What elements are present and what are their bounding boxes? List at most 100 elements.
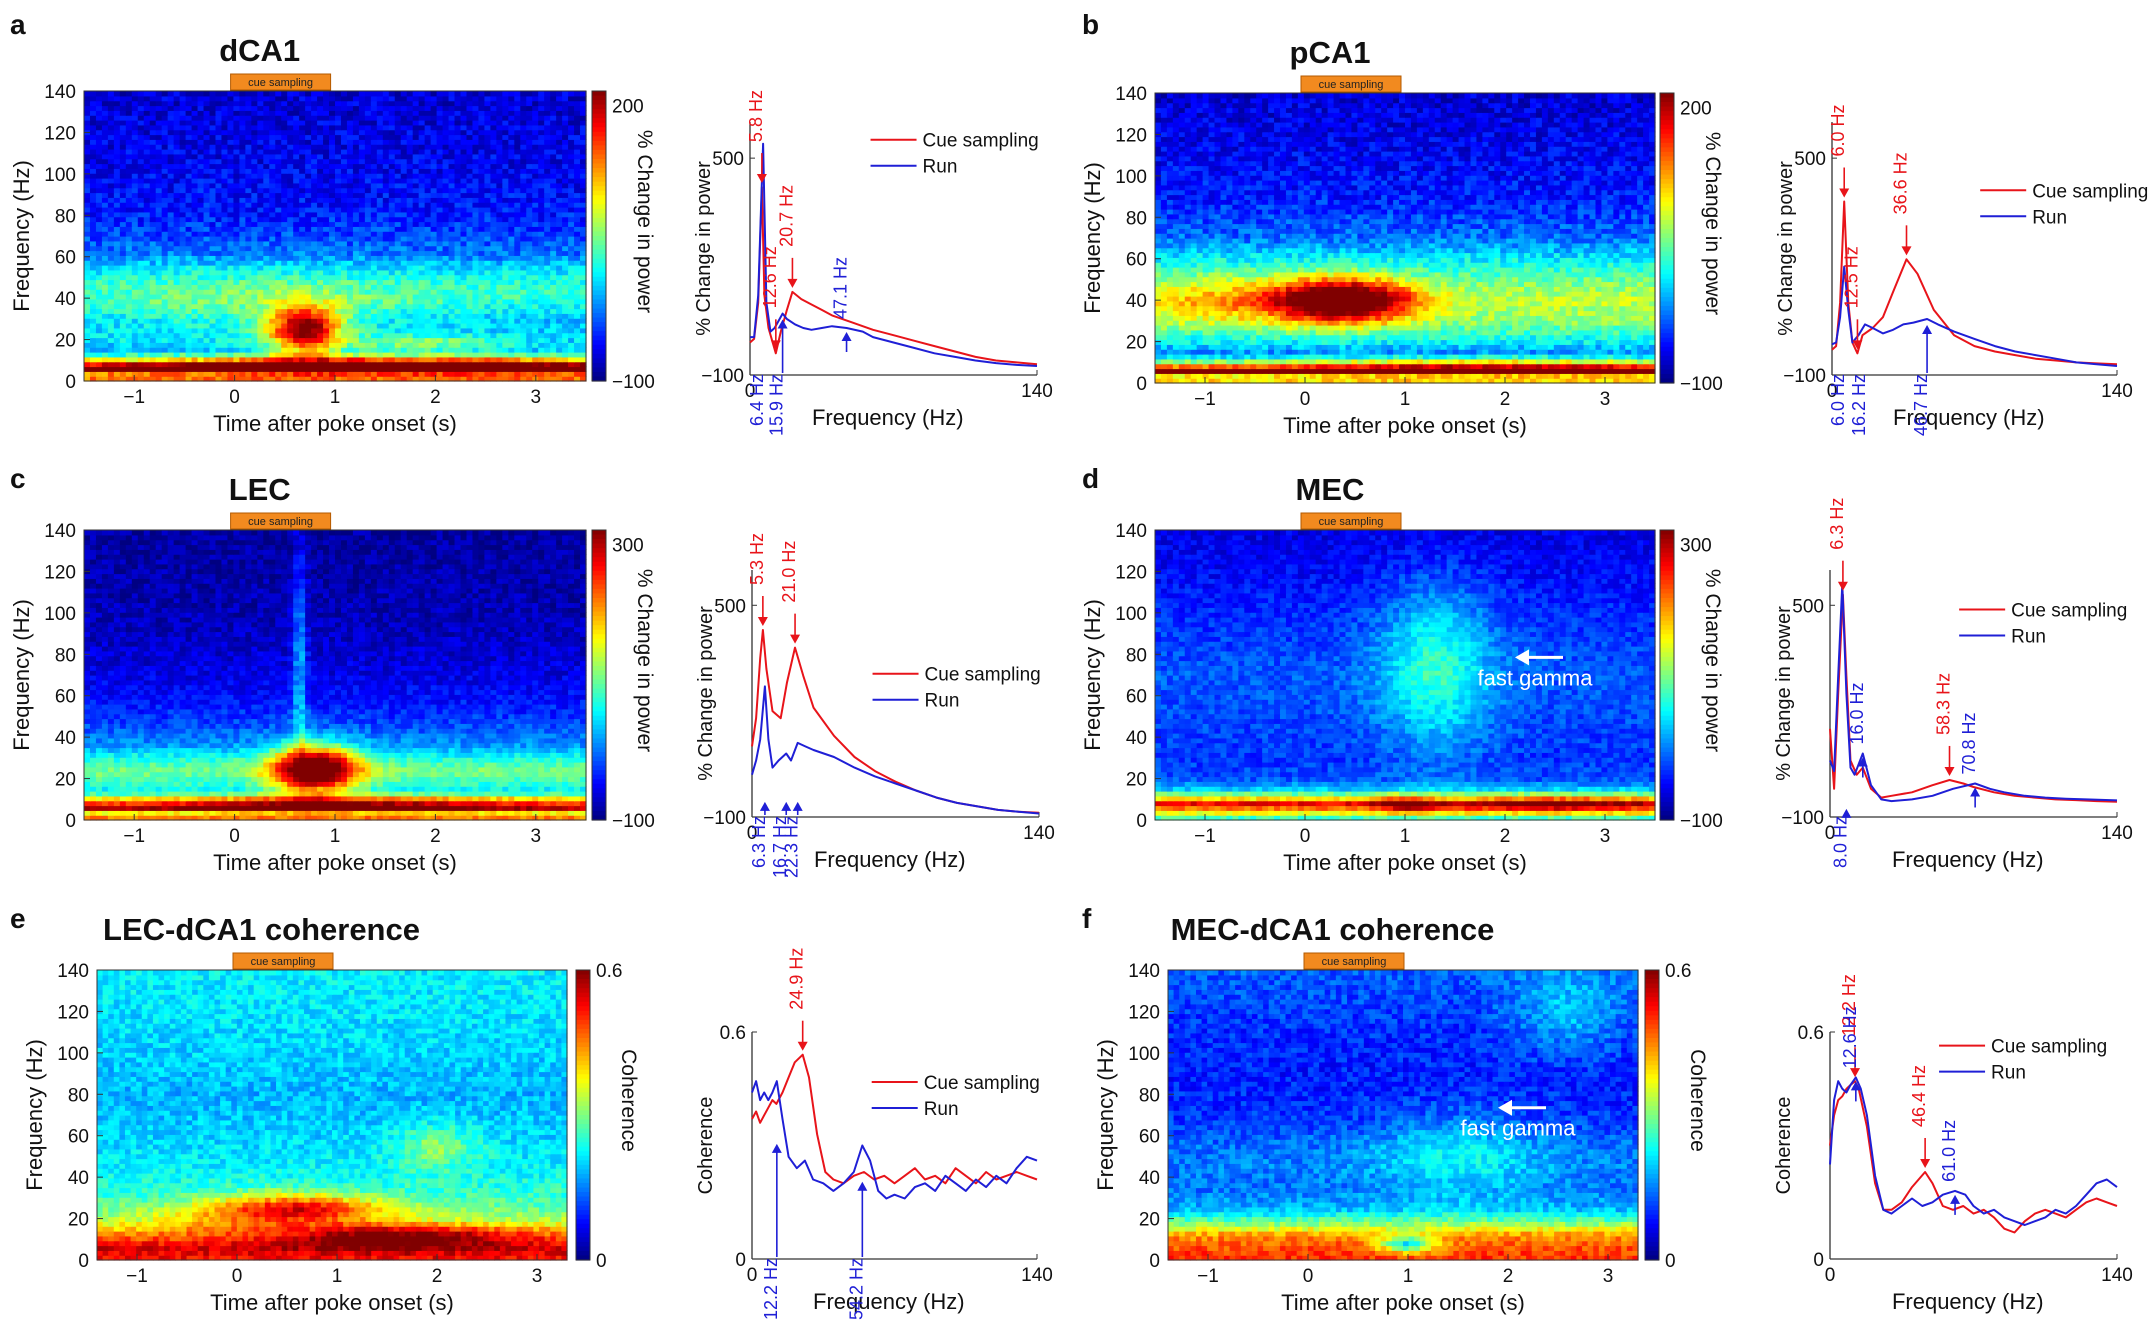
x-tick-label: 2	[430, 826, 441, 847]
colorbar: 200 −100 % Change in power	[591, 90, 656, 393]
y-tick-label: 140	[1115, 521, 1147, 542]
colorbar-label: % Change in power	[1701, 132, 1724, 315]
colorbar-tick-label: −100	[1680, 811, 1723, 832]
y-axis-label: Coherence	[1773, 1097, 1795, 1195]
x-tick-label: 1	[332, 1266, 343, 1287]
panel-letter: b	[1082, 9, 1099, 40]
colorbar-tick-label: 0	[596, 1251, 607, 1272]
y-tick-label: 20	[1139, 1210, 1160, 1231]
panel-letter: a	[10, 9, 26, 40]
x-axis-label: Frequency (Hz)	[1892, 1289, 2044, 1314]
y-tick-label: 0	[1149, 1251, 1160, 1272]
panel-letter: c	[10, 463, 26, 494]
y-tick-label: 120	[1128, 1002, 1160, 1023]
y-axis-label: Frequency (Hz)	[1093, 1039, 1118, 1191]
x-tick-label: 3	[1600, 389, 1611, 410]
peak-label: 22.3 Hz	[782, 816, 802, 878]
peak-label: 36.6 Hz	[1891, 152, 1911, 214]
peak-label: 47.1 Hz	[831, 257, 851, 319]
peak-label: 12.6 Hz	[760, 246, 780, 308]
colorbar-tick-label: −100	[1680, 374, 1723, 395]
y-axis-label: Frequency (Hz)	[22, 1039, 47, 1191]
x-tick-label: −1	[1194, 389, 1216, 410]
y-axis-label: Frequency (Hz)	[9, 160, 34, 312]
y-tick-label: 20	[68, 1210, 89, 1231]
y-tick-label: 60	[68, 1127, 89, 1148]
x-tick-label: 3	[531, 387, 542, 408]
peak-arrowhead	[777, 319, 788, 329]
cue-sampling-badge-label: cue sampling	[1322, 956, 1387, 968]
series-cue-sampling-line	[751, 629, 1040, 814]
x-tick-label: −1	[126, 1266, 148, 1287]
x-tick-label: 140	[1023, 823, 1055, 844]
series-cue-sampling-line	[751, 1053, 1038, 1185]
fast-gamma-label: fast gamma	[1478, 665, 1594, 690]
colorbar: 300 −100 % Change in power	[591, 529, 656, 832]
heatmap-cells	[1168, 970, 1639, 1261]
series-run-line	[1829, 1076, 2118, 1226]
series-run-line	[750, 142, 1038, 367]
y-axis-label: Frequency (Hz)	[9, 599, 34, 751]
x-tick-label: 0	[229, 387, 240, 408]
x-tick-label: 1	[330, 826, 341, 847]
cue-sampling-badge-label: cue sampling	[251, 956, 316, 968]
heatmap-cells	[1155, 530, 1656, 821]
peak-arrowhead	[792, 801, 803, 811]
y-axis-label: % Change in power	[695, 606, 717, 781]
legend-entry: Cue sampling	[2032, 181, 2148, 202]
x-tick-label: 1	[330, 387, 341, 408]
y-tick-label: 60	[1139, 1127, 1160, 1148]
panel-a-heatmap: dCA1 cue sampling 0 20 40 60 80 100 120 140 −1 0 1 2 3…	[9, 9, 656, 436]
y-axis-label: % Change in power	[693, 161, 715, 336]
fast-gamma-arrowhead	[1515, 649, 1529, 666]
x-tick-label: −1	[123, 387, 145, 408]
y-tick-label: 120	[1115, 562, 1147, 583]
y-tick-label: 100	[1115, 167, 1147, 188]
y-tick-label: 20	[55, 770, 76, 791]
peak-arrowhead	[1950, 1194, 1961, 1204]
peak-label: 16.7 Hz	[770, 816, 790, 878]
y-tick-label: 80	[55, 206, 76, 227]
cue-sampling-badge	[230, 512, 332, 530]
x-tick-label: 140	[1021, 1265, 1053, 1286]
peak-label: 6.4 Hz	[747, 374, 767, 426]
x-tick-label: 0	[1300, 826, 1311, 847]
y-tick-label: 40	[55, 728, 76, 749]
colorbar-label: % Change in power	[1701, 569, 1724, 752]
y-tick-label: 20	[1126, 770, 1147, 791]
x-tick-label: 0	[232, 1266, 243, 1287]
y-tick-label: 0	[735, 1250, 746, 1271]
y-tick-label: −100	[1781, 808, 1824, 829]
x-tick-label: 0	[1827, 381, 1838, 402]
x-axis-label: Frequency (Hz)	[813, 1289, 965, 1314]
peak-arrowhead	[1922, 324, 1933, 334]
y-tick-label: 80	[1126, 208, 1147, 229]
panel-d-heatmap: MEC cue sampling 0 20 40 60 80 100 120 140 −1 0 1 2 3 T…	[1080, 463, 1724, 875]
cue-sampling-badge	[232, 952, 334, 970]
peak-arrowhead	[790, 634, 801, 644]
legend-entry: Cue sampling	[925, 665, 1041, 686]
y-tick-label: 0.6	[720, 1023, 746, 1044]
peak-label: 70.8 Hz	[1959, 712, 1979, 774]
peak-label: 12.6 Hz	[1840, 1006, 1860, 1068]
peak-arrowhead	[1970, 787, 1981, 797]
y-tick-label: 120	[44, 562, 76, 583]
x-tick-label: 140	[2101, 823, 2133, 844]
peak-label: 5.8 Hz	[746, 90, 766, 142]
x-tick-label: 2	[1500, 826, 1511, 847]
peak-label: 6.0 Hz	[1828, 104, 1848, 156]
y-tick-label: 0	[1136, 374, 1147, 395]
y-tick-label: 20	[55, 331, 76, 352]
series-run-line	[751, 1080, 1038, 1200]
y-tick-label: 80	[1126, 645, 1147, 666]
peak-label: 20.7 Hz	[776, 185, 796, 247]
y-axis-label: % Change in power	[1773, 606, 1795, 781]
peak-arrowhead	[1920, 1158, 1931, 1168]
peak-arrowhead	[1837, 581, 1848, 591]
x-tick-label: 140	[1021, 381, 1053, 402]
y-tick-label: 60	[55, 687, 76, 708]
y-tick-label: 140	[1115, 84, 1147, 105]
